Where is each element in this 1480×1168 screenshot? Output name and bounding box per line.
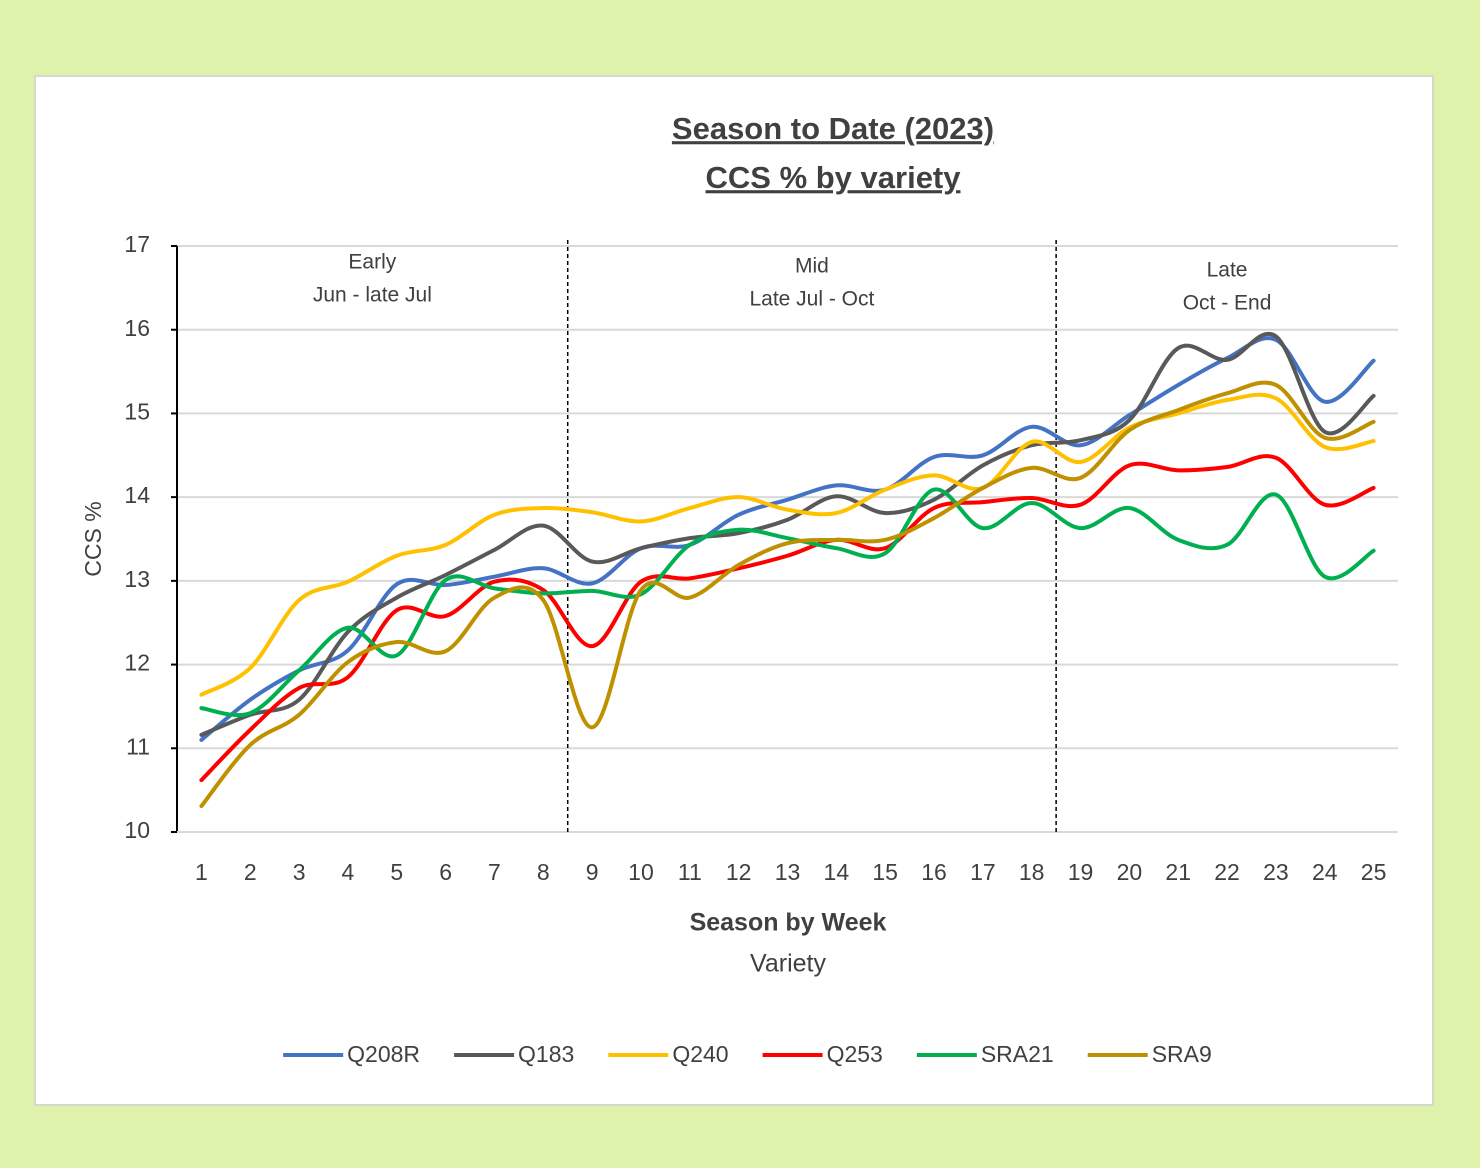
region-label: Late Jul - Oct xyxy=(749,288,874,311)
x-tick-label: 5 xyxy=(390,859,403,885)
legend-label: SRA21 xyxy=(981,1041,1054,1067)
x-tick-label: 15 xyxy=(872,859,898,885)
x-axis-subtitle: Variety xyxy=(750,950,826,978)
x-tick-label: 19 xyxy=(1068,859,1094,885)
x-tick-label: 21 xyxy=(1165,859,1191,885)
series-line xyxy=(199,454,1376,783)
region-label: Early xyxy=(348,251,396,274)
x-tick-label: 4 xyxy=(342,859,355,885)
x-tick-label: 25 xyxy=(1361,859,1387,885)
region-label: Late xyxy=(1207,259,1248,282)
y-tick-label: 16 xyxy=(124,315,150,341)
y-tick-label: 12 xyxy=(124,650,150,676)
x-tick-label: 24 xyxy=(1312,859,1338,885)
x-tick-label: 7 xyxy=(488,859,501,885)
x-tick-label: 8 xyxy=(537,859,550,885)
y-tick-label: 15 xyxy=(124,399,150,425)
chart-card xyxy=(34,75,1434,1106)
x-tick-label: 9 xyxy=(586,859,599,885)
region-label: Jun - late Jul xyxy=(313,284,432,307)
legend-label: SRA9 xyxy=(1152,1041,1212,1067)
x-tick-label: 10 xyxy=(628,859,654,885)
x-tick-label: 16 xyxy=(921,859,947,885)
x-tick-label: 20 xyxy=(1117,859,1143,885)
y-tick-label: 11 xyxy=(126,733,150,759)
x-tick-label: 1 xyxy=(195,859,208,885)
x-tick-label: 23 xyxy=(1263,859,1289,885)
x-tick-label: 13 xyxy=(775,859,801,885)
x-tick-label: 12 xyxy=(726,859,752,885)
legend-label: Q208R xyxy=(347,1041,420,1067)
legend-label: Q253 xyxy=(827,1041,883,1067)
x-tick-label: 18 xyxy=(1019,859,1045,885)
series-line xyxy=(199,392,1376,697)
x-tick-label: 3 xyxy=(293,859,306,885)
x-tick-label: 11 xyxy=(678,859,702,885)
chart-subtitle: CCS % by variety xyxy=(706,160,962,195)
y-tick-label: 14 xyxy=(124,482,150,508)
legend-label: Q240 xyxy=(672,1041,728,1067)
x-tick-label: 14 xyxy=(824,859,850,885)
chart-title: Season to Date (2023) xyxy=(672,111,994,146)
y-tick-label: 10 xyxy=(124,817,150,843)
x-tick-label: 17 xyxy=(970,859,996,885)
series-line xyxy=(199,336,1376,742)
y-tick-label: 17 xyxy=(124,231,150,257)
x-tick-label: 6 xyxy=(439,859,452,885)
series-line xyxy=(199,487,1376,718)
region-label: Oct - End xyxy=(1183,292,1272,315)
x-axis-title: Season by Week xyxy=(690,909,887,937)
series-line xyxy=(199,331,1376,737)
y-axis-title: CCS % xyxy=(80,501,106,576)
x-tick-label: 22 xyxy=(1214,859,1240,885)
region-label: Mid xyxy=(795,255,829,278)
x-tick-label: 2 xyxy=(244,859,257,885)
y-tick-label: 13 xyxy=(124,566,150,592)
legend-label: Q183 xyxy=(518,1041,574,1067)
series-line xyxy=(199,380,1376,809)
